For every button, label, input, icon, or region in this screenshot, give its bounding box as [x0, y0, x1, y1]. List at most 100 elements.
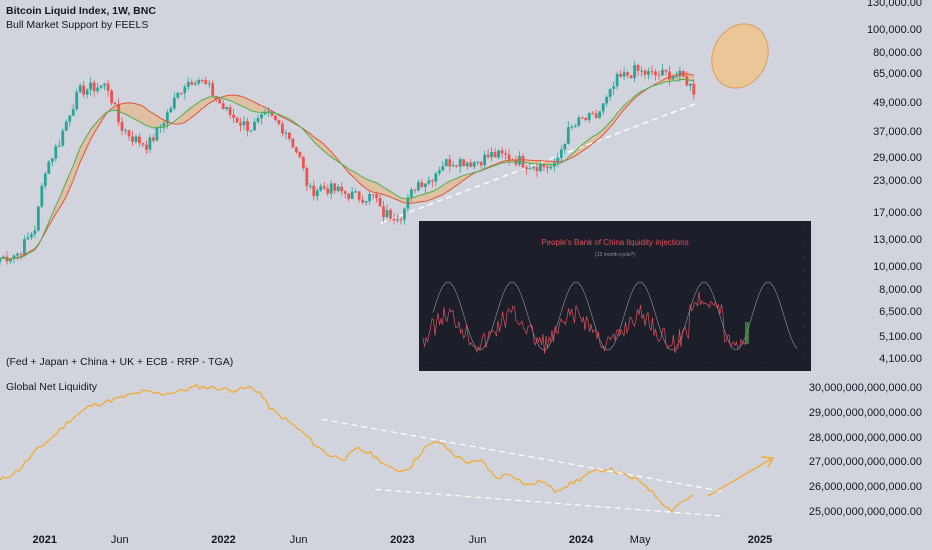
candle-body — [573, 125, 577, 127]
ema-line — [0, 78, 695, 260]
candle-body — [305, 168, 309, 186]
liquidity-tick-label: 25,000,000,000,000.00 — [808, 506, 922, 518]
liquidity-title[interactable]: Global Net Liquidity — [6, 381, 98, 393]
candle-body — [685, 76, 689, 86]
liquidity-formula: (Fed + Japan + China + UK + ECB - RRP - … — [6, 356, 234, 368]
candle-body — [598, 111, 602, 118]
price-tick-label: 100,000.00 — [866, 24, 922, 37]
candle-body — [179, 92, 183, 94]
liquidity-tick-label: 27,000,000,000,000.00 — [808, 456, 922, 469]
time-tick-label: May — [629, 534, 651, 546]
candle-body — [458, 159, 462, 167]
time-tick-label: Jun — [110, 534, 129, 546]
candle-body — [504, 153, 507, 155]
candle-body — [89, 82, 93, 90]
indicator-title[interactable]: Bull Market Support by FEELS — [6, 19, 149, 31]
liquidity-tick-label: 30,000,000,000,000.00 — [808, 382, 922, 394]
candle-body — [183, 86, 187, 94]
candle-body — [661, 69, 664, 76]
candle-body — [539, 164, 542, 172]
price-tick-label: 130,000.00 — [866, 0, 922, 9]
price-tick-label: 10,000.00 — [873, 261, 922, 274]
candle-body — [54, 146, 58, 159]
candle-body — [16, 253, 19, 256]
time-tick-label: 2022 — [211, 534, 236, 546]
price-tick-label: 17,000.00 — [873, 206, 922, 219]
candle-body — [626, 72, 629, 76]
candle-body — [319, 186, 323, 191]
pboc-inset-image: People's Bank of China liquidity injecti… — [419, 221, 811, 371]
candle-body — [75, 91, 79, 110]
candle-body — [57, 145, 61, 147]
candle-body — [301, 156, 305, 169]
candle-body — [308, 185, 312, 187]
candle-body — [242, 121, 246, 126]
candle-body — [601, 103, 605, 112]
candle-body — [193, 83, 197, 85]
candle-body — [472, 162, 476, 167]
price-tick-label: 80,000.00 — [873, 47, 922, 59]
candle-body — [591, 113, 595, 115]
candle-body — [158, 126, 162, 128]
inset-plot — [422, 228, 805, 368]
candle-body — [322, 186, 326, 189]
candle-body — [176, 92, 180, 98]
candle-body — [232, 114, 236, 118]
candle-body — [99, 85, 103, 88]
candle-body — [336, 186, 340, 191]
candle-body — [312, 185, 316, 197]
price-target-ellipse — [711, 23, 769, 89]
candle-body — [162, 123, 166, 127]
candle-body — [274, 115, 277, 120]
candle-body — [29, 234, 33, 238]
candle-body — [580, 117, 584, 119]
candle-body — [47, 161, 51, 174]
candle-body — [563, 143, 567, 150]
candle-body — [633, 65, 636, 78]
candle-body — [204, 80, 208, 84]
candle-body — [287, 132, 291, 139]
inset-highlight-bar — [745, 322, 749, 344]
candle-body — [403, 208, 406, 220]
candle-body — [120, 122, 124, 131]
candle-body — [650, 71, 654, 73]
candle-body — [416, 182, 420, 191]
candle-body — [281, 123, 284, 134]
candle-body — [605, 96, 609, 104]
candle-body — [441, 166, 445, 171]
candle-body — [622, 72, 626, 77]
candle-body — [284, 132, 288, 134]
inset-cycle-curve — [432, 281, 798, 351]
candle-body — [451, 165, 455, 167]
candle-body — [692, 83, 696, 95]
candle-body — [643, 70, 647, 75]
candle-body — [71, 109, 75, 116]
candle-body — [525, 167, 528, 169]
symbol-title[interactable]: Bitcoin Liquid Index, 1W, BNC — [6, 5, 156, 17]
candle-body — [169, 108, 173, 113]
candle-body — [239, 122, 242, 126]
candle-body — [385, 210, 389, 218]
candle-body — [117, 104, 120, 123]
candle-body — [664, 69, 668, 72]
candle-body — [389, 210, 392, 219]
candle-body — [570, 126, 574, 128]
candle-body — [103, 83, 106, 86]
candle-body — [40, 185, 44, 207]
candle-body — [434, 173, 438, 182]
candles-group — [0, 61, 696, 265]
liquidity-tick-label: 28,000,000,000,000.00 — [808, 431, 922, 444]
candle-body — [207, 83, 211, 85]
candle-body — [64, 121, 68, 131]
candle-body — [340, 186, 344, 192]
candle-body — [518, 156, 521, 165]
liquidity-tick-label: 29,000,000,000,000.00 — [808, 406, 922, 419]
candle-body — [636, 65, 640, 71]
candle-body — [396, 219, 399, 221]
candle-body — [420, 182, 424, 188]
candle-body — [145, 144, 148, 150]
candle-body — [584, 117, 588, 121]
candle-body — [392, 218, 396, 221]
candle-body — [490, 152, 494, 158]
candle-body — [190, 82, 194, 85]
